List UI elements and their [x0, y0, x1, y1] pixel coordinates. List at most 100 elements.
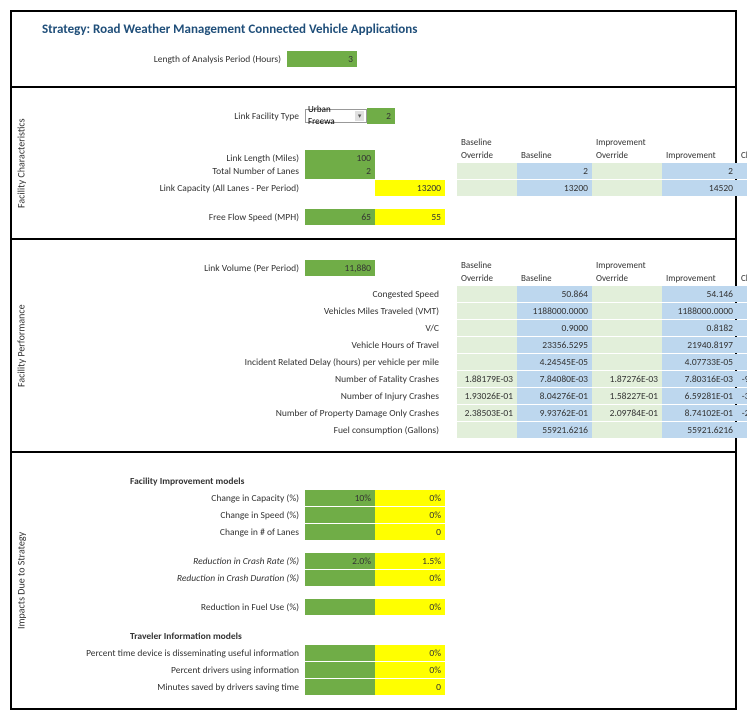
perf-baseline-override[interactable] [457, 303, 517, 319]
perf-improvement: 55921.6216 [662, 422, 737, 438]
link-capacity-io[interactable] [592, 180, 662, 196]
perf-improvement-override[interactable]: 1.87276E-03 [592, 371, 662, 387]
col-improvement [662, 137, 737, 149]
link-facility-type-dropdown[interactable]: Urban Freewa [305, 109, 367, 123]
perf-improvement-override[interactable] [592, 354, 662, 370]
perf-improvement: 8.74102E-01 [662, 405, 737, 421]
perf-baseline-override[interactable] [457, 354, 517, 370]
total-lanes-change: 0 [737, 163, 747, 179]
impact-label: Minutes saved by drivers saving time [30, 679, 305, 695]
perf-baseline: 9.93762E-01 [517, 405, 592, 421]
impact-green-value[interactable] [305, 662, 375, 678]
col-improvement-override: Improvement [592, 137, 662, 149]
impact-yellow-value[interactable]: 1.5% [375, 553, 445, 569]
perf-baseline: 1188000.0000 [517, 303, 592, 319]
free-flow-label: Free Flow Speed (MPH) [30, 209, 305, 225]
perf-change: -2.87185E-02 [737, 405, 747, 421]
analysis-period-value[interactable]: 3 [287, 51, 357, 67]
perf-change: -1415.7099 [737, 337, 747, 353]
free-flow-yellow[interactable]: 55 [375, 209, 445, 225]
impact-green-value[interactable] [305, 524, 375, 540]
perf-improvement-override[interactable] [592, 286, 662, 302]
facility-performance-section: Facility Performance Link Volume (Per Pe… [12, 240, 735, 453]
impact-green-value[interactable]: 10% [305, 490, 375, 506]
col-baseline [517, 137, 592, 149]
link-facility-type-value[interactable]: 2 [367, 108, 395, 124]
perf-baseline-override[interactable] [457, 286, 517, 302]
impact-label: Reduction in Crash Rate (%) [30, 553, 305, 569]
perf-improvement: 4.07733E-05 [662, 354, 737, 370]
perf-improvement: 54.146 [662, 286, 737, 302]
impact-green-value[interactable] [305, 570, 375, 586]
impact-green-value[interactable]: 2.0% [305, 553, 375, 569]
total-lanes-value[interactable]: 2 [305, 163, 375, 179]
total-lanes-bo[interactable] [457, 163, 517, 179]
perf-baseline-override[interactable] [457, 320, 517, 336]
perf-improvement-override[interactable] [592, 320, 662, 336]
perf-improvement: 6.59281E-01 [662, 388, 737, 404]
impact-yellow-value[interactable]: 0 [375, 679, 445, 695]
impact-yellow-value[interactable]: 0% [375, 490, 445, 506]
impact-yellow-value[interactable]: 0% [375, 570, 445, 586]
perf-improvement-override[interactable]: 2.09784E-01 [592, 405, 662, 421]
link-facility-type-label: Link Facility Type [30, 108, 305, 124]
total-lanes-label: Total Number of Lanes [30, 163, 305, 179]
perf-improvement: 21940.8197 [662, 337, 737, 353]
perf-baseline: 7.84080E-03 [517, 371, 592, 387]
impact-label: Reduction in Crash Duration (%) [30, 570, 305, 586]
link-capacity-bo[interactable] [457, 180, 517, 196]
impact-green-value[interactable] [305, 645, 375, 661]
free-flow-green[interactable]: 65 [305, 209, 375, 225]
perf-change: 3.282 [737, 286, 747, 302]
impact-label: Change in Speed (%) [30, 507, 305, 523]
perf-row-label: Vehicle Hours of Travel [30, 337, 445, 353]
perf-improvement-override[interactable] [592, 303, 662, 319]
worksheet-container: Strategy: Road Weather Management Connec… [10, 10, 737, 710]
perf-improvement: 0.8182 [662, 320, 737, 336]
impact-yellow-value[interactable]: 0% [375, 662, 445, 678]
perf-change: -1.6812E-06 [737, 354, 747, 370]
perf-row-label: V/C [30, 320, 445, 336]
impact-yellow-value[interactable]: 0% [375, 645, 445, 661]
total-lanes-baseline: 2 [517, 163, 592, 179]
col-change [737, 137, 747, 149]
perf-baseline-override[interactable] [457, 337, 517, 353]
perf-row-label: Congested Speed [30, 286, 445, 302]
perf-improvement-override[interactable] [592, 422, 662, 438]
perf-row-label: Fuel consumption (Gallons) [30, 422, 445, 438]
link-capacity-improvement: 14520 [662, 180, 737, 196]
traveler-models-header: Traveler Information models [30, 628, 305, 644]
perf-baseline: 23356.5295 [517, 337, 592, 353]
perf-baseline: 8.04276E-01 [517, 388, 592, 404]
perf-row-label: Number of Fatality Crashes [30, 371, 445, 387]
perf-baseline-override[interactable]: 1.93026E-01 [457, 388, 517, 404]
impact-label: Change in # of Lanes [30, 524, 305, 540]
impact-green-value[interactable] [305, 679, 375, 695]
dropdown-text: Urban Freewa [308, 104, 353, 128]
perf-row-label: Vehicles Miles Traveled (VMT) [30, 303, 445, 319]
impact-yellow-value[interactable]: 0% [375, 507, 445, 523]
impact-green-value[interactable] [305, 507, 375, 523]
total-lanes-improvement: 2 [662, 163, 737, 179]
strategy-title: Strategy: Road Weather Management Connec… [12, 18, 735, 51]
perf-change: -0.0818 [737, 320, 747, 336]
total-lanes-io[interactable] [592, 163, 662, 179]
perf-baseline-override[interactable]: 2.38503E-01 [457, 405, 517, 421]
dropdown-arrow-icon[interactable] [355, 111, 364, 121]
impact-yellow-value[interactable]: 0% [375, 599, 445, 615]
facility-performance-vlabel: Facility Performance [12, 240, 30, 451]
link-capacity-label: Link Capacity (All Lanes - Per Period) [30, 180, 305, 196]
impact-green-value[interactable] [305, 599, 375, 615]
perf-improvement-override[interactable] [592, 337, 662, 353]
impact-yellow-value[interactable]: 0 [375, 524, 445, 540]
perf-improvement-override[interactable]: 1.58227E-01 [592, 388, 662, 404]
perf-change: -3.47988E-02 [737, 388, 747, 404]
perf-baseline: 4.24545E-05 [517, 354, 592, 370]
perf-baseline: 55921.6216 [517, 422, 592, 438]
header-section: Strategy: Road Weather Management Connec… [12, 12, 735, 88]
facility-characteristics-section: Facility Characteristics Link Facility T… [12, 88, 735, 240]
link-capacity-value[interactable]: 13200 [375, 180, 445, 196]
perf-baseline-override[interactable] [457, 422, 517, 438]
perf-baseline-override[interactable]: 1.88179E-03 [457, 371, 517, 387]
perf-change: -9.03260E-06 [737, 371, 747, 387]
